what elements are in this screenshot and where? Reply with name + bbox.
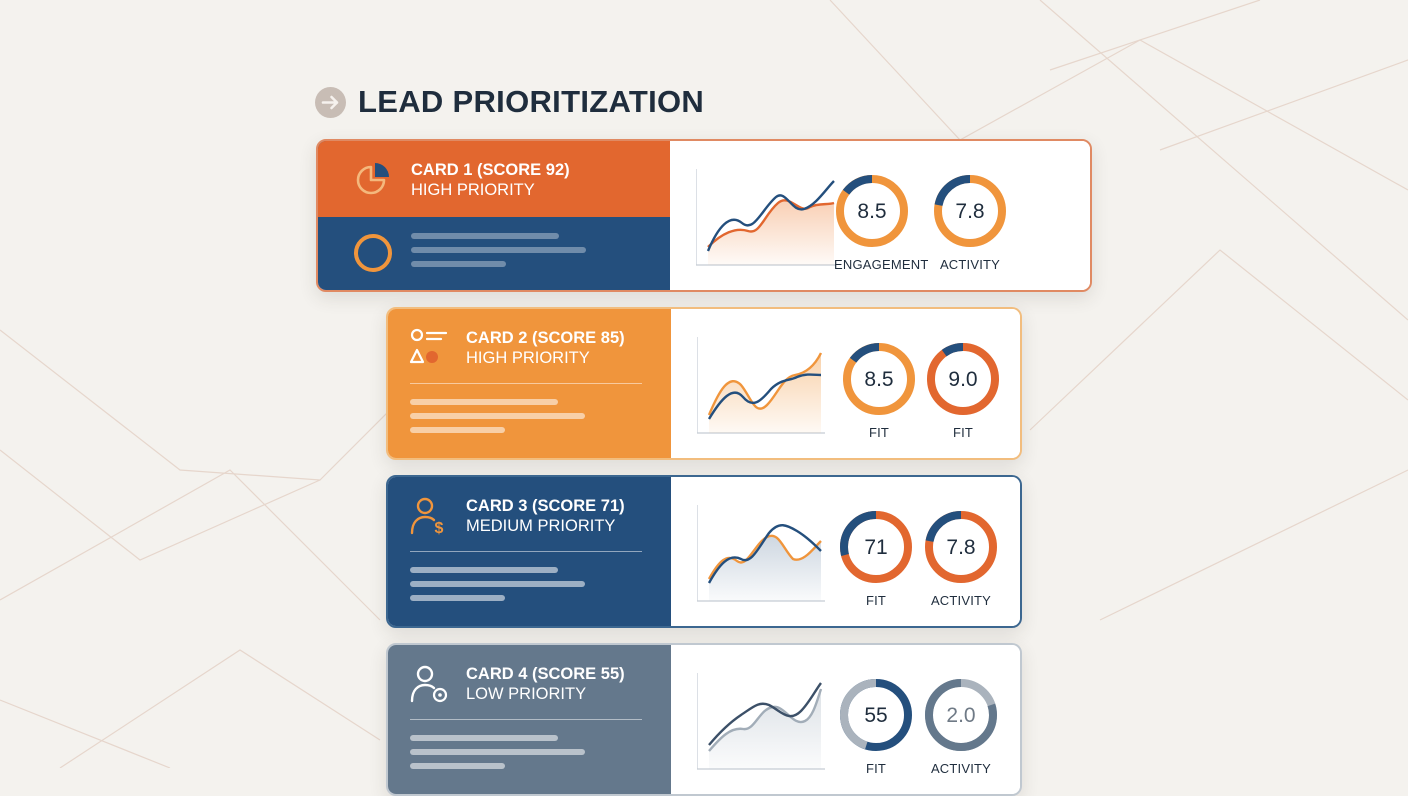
gauge-label: ENGAGEMENT <box>834 257 929 272</box>
card-2-left-panel: CARD 2 (SCORE 85) HIGH PRIORITY <box>388 309 671 458</box>
gauge-arc <box>840 511 912 583</box>
card-3-metric-1: 71 FIT <box>838 509 914 608</box>
gauge-value: 7.8 <box>955 200 984 223</box>
placeholder-line <box>410 749 585 755</box>
card-4-metric-2: 2.0 ACTIVITY <box>923 677 999 776</box>
gauge-label: ACTIVITY <box>930 761 992 776</box>
card-1-right-panel: 8.5 ENGAGEMENT 7.8 ACTIVITY <box>670 141 1090 290</box>
card-1-priority: HIGH PRIORITY <box>411 181 535 199</box>
gauge-value: 8.5 <box>864 368 893 391</box>
lead-card-1[interactable]: CARD 1 (SCORE 92) HIGH PRIORITY 8.5 ENGAG… <box>316 139 1092 292</box>
pie-chart-icon <box>356 163 389 195</box>
lead-card-4[interactable]: CARD 4 (SCORE 55) LOW PRIORITY 55 FIT 2.0 A… <box>386 643 1022 796</box>
gauge-arc <box>843 343 915 415</box>
gauge-value: 2.0 <box>946 704 975 727</box>
card-3-trend-chart <box>697 505 825 602</box>
placeholder-line <box>410 427 505 433</box>
card-2-placeholder-lines <box>410 399 585 441</box>
lead-card-3[interactable]: $ CARD 3 (SCORE 71) MEDIUM PRIORITY 71 FI… <box>386 475 1022 628</box>
placeholder-line <box>410 595 505 601</box>
card-2-right-panel: 8.5 FIT 9.0 FIT <box>671 309 1020 458</box>
card-4-metric-1: 55 FIT <box>838 677 914 776</box>
gauge-ring: 71 <box>840 511 912 583</box>
card-4-right-panel: 55 FIT 2.0 ACTIVITY <box>671 645 1020 794</box>
gauge-value: 55 <box>864 704 887 727</box>
card-2-divider <box>410 383 642 384</box>
gauge-value: 9.0 <box>948 368 977 391</box>
gauge-label: FIT <box>865 761 887 776</box>
card-4-left-panel: CARD 4 (SCORE 55) LOW PRIORITY <box>388 645 671 794</box>
card-3-text: CARD 3 (SCORE 71) MEDIUM PRIORITY <box>466 496 625 536</box>
card-4-text: CARD 4 (SCORE 55) LOW PRIORITY <box>466 664 625 704</box>
svg-text:$: $ <box>435 520 444 537</box>
gauge-arc <box>934 175 1006 247</box>
page-title: LEAD PRIORITIZATION <box>358 84 705 119</box>
gauge-label: FIT <box>865 593 887 608</box>
gauge-arc <box>836 175 908 247</box>
gauge-arc <box>927 343 999 415</box>
gauge-value: 71 <box>864 536 887 559</box>
gauge-ring: 55 <box>840 679 912 751</box>
placeholder-line <box>410 567 558 573</box>
gauge-ring: 8.5 <box>836 175 908 247</box>
card-2-metric-1: 8.5 FIT <box>841 341 917 440</box>
gauge-arc <box>925 679 997 751</box>
card-2-name: CARD 2 (SCORE 85) <box>466 329 625 347</box>
card-3-metric-2: 7.8 ACTIVITY <box>923 509 999 608</box>
card-3-divider <box>410 551 642 552</box>
card-1-metric-2: 7.8 ACTIVITY <box>932 173 1008 272</box>
card-1-placeholder-lines <box>411 233 586 275</box>
gauge-arc <box>840 679 912 751</box>
arrow-right-circle-icon <box>315 86 346 118</box>
placeholder-line <box>411 247 586 253</box>
card-2-text: CARD 2 (SCORE 85) HIGH PRIORITY <box>466 328 625 368</box>
card-3-placeholder-lines <box>410 567 585 609</box>
card-1-text: CARD 1 (SCORE 92) HIGH PRIORITY <box>411 160 570 200</box>
gauge-label: ACTIVITY <box>939 257 1001 272</box>
card-3-right-panel: 71 FIT 7.8 ACTIVITY <box>671 477 1020 626</box>
ring-icon <box>354 234 392 272</box>
card-1-left-panel: CARD 1 (SCORE 92) HIGH PRIORITY <box>318 141 670 290</box>
card-4-placeholder-lines <box>410 735 585 777</box>
gauge-ring: 8.5 <box>843 343 915 415</box>
card-4-divider <box>410 719 642 720</box>
user-dollar-icon: $ <box>410 497 444 537</box>
background-lines <box>0 0 1408 768</box>
gauge-label: FIT <box>952 425 974 440</box>
placeholder-line <box>410 735 558 741</box>
title-row: LEAD PRIORITIZATION <box>315 84 704 120</box>
user-settings-icon <box>410 665 448 703</box>
gauge-label: FIT <box>868 425 890 440</box>
card-2-metric-2: 9.0 FIT <box>925 341 1001 440</box>
gauge-value: 7.8 <box>946 536 975 559</box>
card-3-priority: MEDIUM PRIORITY <box>466 517 616 535</box>
placeholder-line <box>410 581 585 587</box>
gauge-ring: 2.0 <box>925 679 997 751</box>
card-1-name: CARD 1 (SCORE 92) <box>411 161 570 179</box>
placeholder-line <box>411 261 506 267</box>
card-1-metric-1: 8.5 ENGAGEMENT <box>834 173 929 272</box>
shapes-list-icon <box>409 328 448 364</box>
placeholder-line <box>410 413 585 419</box>
placeholder-line <box>411 233 559 239</box>
card-4-name: CARD 4 (SCORE 55) <box>466 665 625 683</box>
card-2-trend-chart <box>697 337 825 434</box>
gauge-value: 8.5 <box>857 200 886 223</box>
card-3-name: CARD 3 (SCORE 71) <box>466 497 625 515</box>
lead-card-2[interactable]: CARD 2 (SCORE 85) HIGH PRIORITY 8.5 FIT 9.… <box>386 307 1022 460</box>
card-2-priority: HIGH PRIORITY <box>466 349 590 367</box>
placeholder-line <box>410 763 505 769</box>
gauge-arc <box>925 511 997 583</box>
gauge-ring: 7.8 <box>925 511 997 583</box>
gauge-label: ACTIVITY <box>930 593 992 608</box>
card-1-trend-chart <box>696 169 836 266</box>
card-4-trend-chart <box>697 673 825 770</box>
gauge-ring: 9.0 <box>927 343 999 415</box>
placeholder-line <box>410 399 558 405</box>
card-3-left-panel: $ CARD 3 (SCORE 71) MEDIUM PRIORITY <box>388 477 671 626</box>
gauge-ring: 7.8 <box>934 175 1006 247</box>
card-4-priority: LOW PRIORITY <box>466 685 587 703</box>
